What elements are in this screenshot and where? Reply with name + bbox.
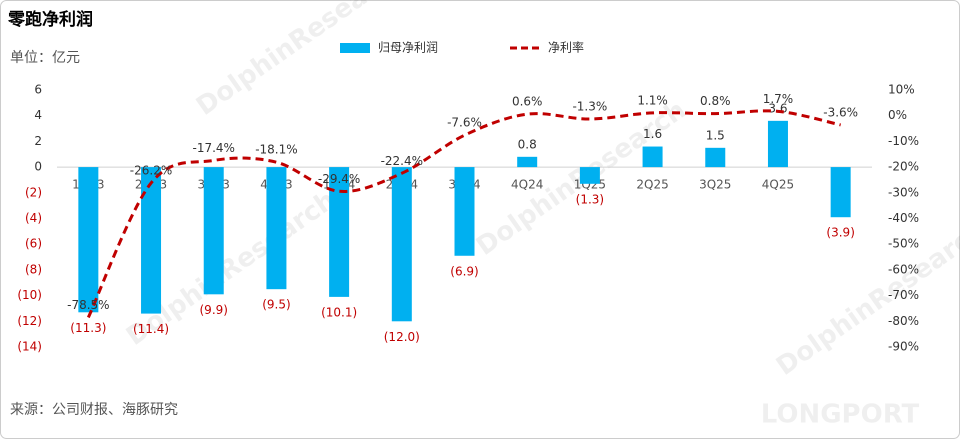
y-tick-label: 4 xyxy=(34,108,42,122)
bar xyxy=(767,120,788,168)
bar-value-label: (12.0) xyxy=(384,330,420,344)
y2-tick-label: -20% xyxy=(888,160,919,174)
bar xyxy=(266,167,287,290)
line-value-label: -26.2% xyxy=(130,164,172,178)
y2-tick-label: 10% xyxy=(888,83,915,97)
line-value-label: -18.1% xyxy=(255,143,297,157)
bar xyxy=(579,167,600,184)
line-value-label: 1.1% xyxy=(637,93,668,107)
line-value-label: -17.4% xyxy=(193,141,235,155)
y2-tick-label: 0% xyxy=(888,108,907,122)
bar xyxy=(203,167,224,295)
line-value-label: 0.6% xyxy=(512,95,543,109)
y2-tick-label: -40% xyxy=(888,211,919,225)
chart-title: 零跑净利润 xyxy=(7,9,93,30)
bar-value-label: (11.4) xyxy=(133,322,169,336)
y2-tick-label: -10% xyxy=(888,134,919,148)
bar xyxy=(517,156,538,168)
x-tick-label: 4Q24 xyxy=(511,178,543,192)
y-tick-label: (12) xyxy=(17,314,42,328)
line-value-label: -1.3% xyxy=(572,100,607,114)
bar-value-label: (3.9) xyxy=(826,226,854,240)
bar xyxy=(454,167,475,256)
unit-label: 单位：亿元 xyxy=(10,50,80,66)
bar-value-label: 0.8 xyxy=(518,137,537,151)
bar-value-label: 1.6 xyxy=(643,127,662,141)
bar-value-label: 1.5 xyxy=(706,128,725,142)
bar-value-label: (10.1) xyxy=(321,305,357,319)
y-tick-label: 0 xyxy=(34,160,42,174)
y-tick-label: (8) xyxy=(25,262,42,276)
legend-label: 净利率 xyxy=(548,40,584,55)
y2-tick-label: -50% xyxy=(888,237,919,251)
source-note: 来源：公司财报、海豚研究 xyxy=(10,402,178,418)
line-value-label: -7.6% xyxy=(447,116,482,130)
line-value-label: -3.6% xyxy=(823,105,858,119)
bar xyxy=(329,167,350,297)
line xyxy=(86,109,841,319)
x-tick-label: 2Q25 xyxy=(636,178,668,192)
line-value-label: -78.5% xyxy=(67,298,109,312)
line-value-label: -29.4% xyxy=(318,172,360,186)
y2-tick-label: -70% xyxy=(888,288,919,302)
bar xyxy=(642,146,663,168)
line-value-label: -22.4% xyxy=(381,154,423,168)
y2-tick-label: -80% xyxy=(888,314,919,328)
y2-tick-label: -60% xyxy=(888,262,919,276)
bar xyxy=(391,167,412,322)
bar xyxy=(830,167,851,218)
bar-value-label: (9.5) xyxy=(262,298,290,312)
legend-label: 归母净利润 xyxy=(378,41,438,55)
y-tick-label: 6 xyxy=(34,83,42,97)
bar-value-label: (9.9) xyxy=(200,303,228,317)
bar-value-label: (11.3) xyxy=(70,321,106,335)
y-tick-label: (10) xyxy=(17,288,42,302)
x-tick-label: 3Q25 xyxy=(699,178,731,192)
y2-tick-label: -90% xyxy=(888,340,919,354)
bar-value-label: (1.3) xyxy=(576,192,604,206)
legend-swatch xyxy=(340,43,370,53)
y-tick-label: (4) xyxy=(25,211,42,225)
line-value-label: 1.7% xyxy=(763,92,794,106)
bar-value-label: (6.9) xyxy=(450,264,478,278)
y-tick-label: 2 xyxy=(34,134,42,148)
x-tick-label: 4Q25 xyxy=(762,178,794,192)
y-tick-label: (2) xyxy=(25,185,42,199)
y-tick-label: (14) xyxy=(17,340,42,354)
y-tick-label: (6) xyxy=(25,237,42,251)
y2-tick-label: -30% xyxy=(888,185,919,199)
line-value-label: 0.8% xyxy=(700,94,731,108)
bar xyxy=(78,167,99,313)
bar xyxy=(705,147,726,168)
bar xyxy=(141,167,162,314)
watermark: LONGPORT xyxy=(761,400,920,430)
